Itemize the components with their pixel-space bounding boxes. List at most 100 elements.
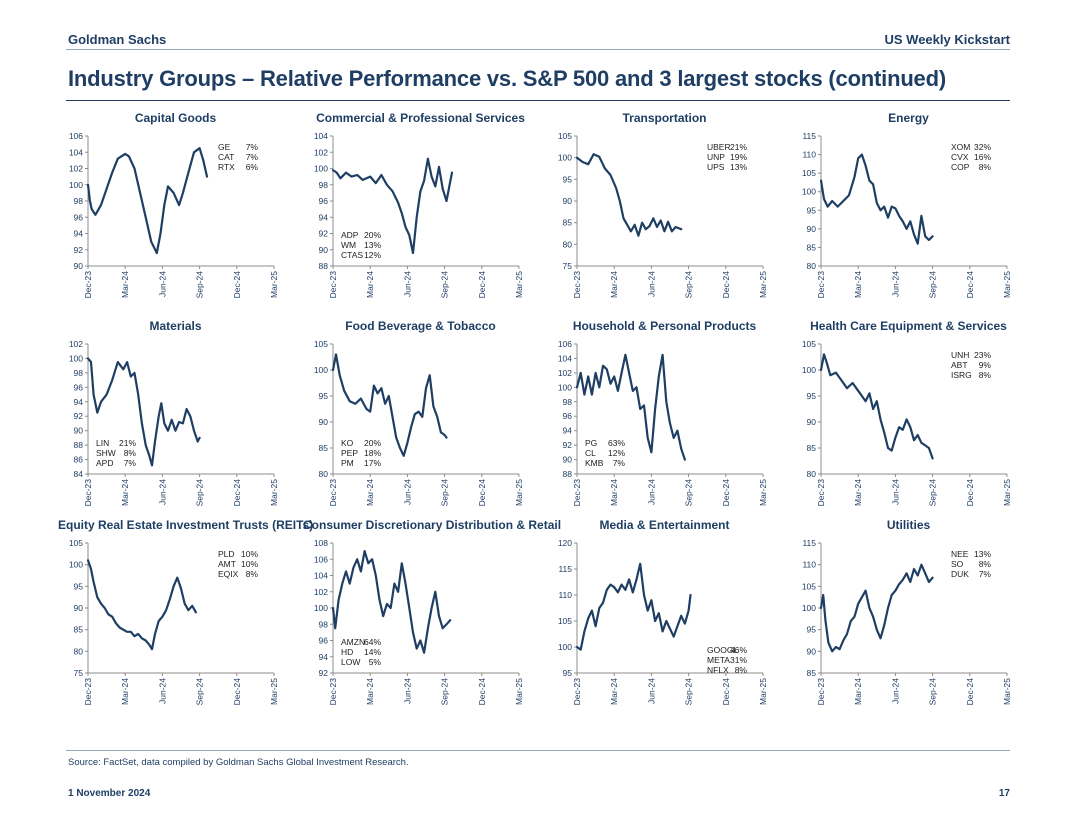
- y-tick-label: 85: [74, 625, 84, 635]
- x-tick-label: Mar-24: [120, 678, 130, 705]
- title-divider: [66, 100, 1010, 101]
- x-tick-label: Mar-25: [269, 678, 279, 705]
- footer-divider: [66, 750, 1010, 751]
- chart-panel: Utilities 85 90 95 100 105 110 115 Dec-23 Mar-24 J…: [791, 518, 1026, 713]
- y-tick-label: 100: [558, 642, 572, 652]
- y-tick-label: 94: [319, 652, 329, 662]
- y-tick-label: 92: [563, 440, 573, 450]
- x-tick-label: Mar-24: [365, 271, 375, 298]
- y-tick-label: 88: [563, 469, 573, 479]
- chart-svg: 80 85 90 95 100 105 Dec-23 Mar-24 Jun-24 Sep-24 De…: [802, 339, 1012, 506]
- chart-svg: 88 90 92 94 96 98 100 102 104 Dec-23 Mar-24 Jun-24 S…: [314, 131, 524, 299]
- x-tick-label: Jun-24: [890, 678, 900, 704]
- x-tick-label: Dec-24: [477, 271, 487, 299]
- y-tick-label: 80: [807, 469, 817, 479]
- y-tick-label: 92: [74, 411, 84, 421]
- legend-weight: 7%: [246, 152, 259, 162]
- legend-ticker: AMT: [218, 559, 236, 569]
- y-tick-label: 85: [807, 242, 817, 252]
- x-tick-label: Dec-23: [572, 271, 582, 299]
- y-tick-label: 100: [558, 153, 572, 163]
- legend-weight: 32%: [974, 142, 991, 152]
- x-tick-label: Mar-25: [1002, 678, 1012, 705]
- y-tick-label: 105: [69, 538, 83, 548]
- y-tick-label: 98: [319, 180, 329, 190]
- y-tick-label: 100: [69, 180, 83, 190]
- y-tick-label: 105: [314, 339, 328, 349]
- y-tick-label: 86: [74, 455, 84, 465]
- legend-weight: 13%: [974, 549, 991, 559]
- legend-ticker: PM: [341, 458, 354, 468]
- series-line: [86, 147, 209, 255]
- y-tick-label: 90: [319, 417, 329, 427]
- chart-panel: Health Care Equipment & Services 80 85 90 95…: [791, 319, 1026, 514]
- chart-title: Food Beverage & Tobacco: [345, 319, 496, 333]
- report-name: US Weekly Kickstart: [884, 32, 1011, 47]
- x-tick-label: Mar-24: [365, 479, 375, 506]
- y-tick-label: 95: [319, 391, 329, 401]
- x-tick-label: Mar-24: [853, 479, 863, 506]
- x-tick-label: Mar-25: [269, 479, 279, 506]
- x-tick-label: Mar-24: [120, 271, 130, 298]
- x-tick-label: Dec-23: [572, 479, 582, 507]
- x-tick-label: Jun-24: [402, 678, 412, 704]
- legend-weight: 46%: [730, 645, 747, 655]
- chart-title: Utilities: [886, 518, 931, 532]
- y-tick-label: 105: [802, 581, 816, 591]
- x-tick-label: Mar-24: [120, 479, 130, 506]
- chart-panel: Capital Goods 90 92 94 96 98 100 102 104 106 Dec-2…: [58, 111, 293, 306]
- chart-panel: Equity Real Estate Investment Trusts (RE…: [58, 518, 313, 713]
- y-tick-label: 100: [558, 382, 572, 392]
- chart-svg: 88 90 92 94 96 98 100 102 104 106 Dec-23 Mar-24 Jun-…: [558, 339, 768, 507]
- y-tick-label: 75: [563, 261, 573, 271]
- x-tick-label: Mar-25: [758, 271, 768, 298]
- y-tick-label: 110: [558, 590, 572, 600]
- legend-weight: 21%: [119, 438, 136, 448]
- y-tick-label: 102: [314, 587, 328, 597]
- x-tick-label: Dec-24: [721, 678, 731, 706]
- legend-ticker: UBER: [707, 142, 731, 152]
- y-tick-label: 102: [558, 368, 572, 378]
- chart-title: Media & Entertainment: [599, 518, 730, 532]
- y-tick-label: 85: [563, 218, 573, 228]
- y-tick-label: 95: [807, 391, 817, 401]
- series-line: [331, 550, 452, 654]
- series-line: [86, 559, 197, 651]
- y-tick-label: 92: [319, 229, 329, 239]
- y-tick-label: 120: [558, 538, 572, 548]
- legend-weight: 8%: [979, 370, 992, 380]
- legend-weight: 31%: [730, 655, 747, 665]
- chart-panel: Media & Entertainment 95 100 105 110 115 120 De…: [547, 518, 782, 713]
- legend-ticker: COP: [951, 162, 970, 172]
- x-tick-label: Sep-24: [195, 678, 205, 706]
- chart-title: Household & Personal Products: [572, 319, 757, 333]
- legend-ticker: LIN: [96, 438, 109, 448]
- y-tick-label: 115: [558, 564, 572, 574]
- series-line: [819, 563, 934, 653]
- y-tick-label: 96: [563, 411, 573, 421]
- x-tick-label: Mar-24: [609, 271, 619, 298]
- y-tick-label: 96: [319, 196, 329, 206]
- y-tick-label: 100: [314, 365, 328, 375]
- chart-panel: Commercial & Professional Services 88 90 92…: [303, 111, 538, 306]
- legend-ticker: ADP: [341, 230, 359, 240]
- y-tick-label: 100: [802, 187, 816, 197]
- chart-svg: 75 80 85 90 95 100 105 Dec-23 Mar-24 Jun-24 Sep-24…: [69, 538, 279, 706]
- chart-title: Capital Goods: [134, 111, 217, 125]
- y-tick-label: 104: [558, 353, 572, 363]
- series-line: [575, 353, 686, 461]
- report-date: 1 November 2024: [68, 788, 151, 799]
- legend-ticker: HD: [341, 647, 353, 657]
- legend-ticker: ABT: [951, 360, 968, 370]
- y-tick-label: 98: [74, 196, 84, 206]
- x-tick-label: Dec-24: [965, 678, 975, 706]
- x-tick-label: Sep-24: [195, 271, 205, 299]
- chart-title: Energy: [888, 111, 929, 125]
- y-tick-label: 115: [802, 131, 816, 141]
- x-tick-label: Mar-24: [365, 678, 375, 705]
- legend-ticker: ISRG: [951, 370, 972, 380]
- y-tick-label: 104: [69, 147, 83, 157]
- y-tick-label: 106: [558, 339, 572, 349]
- legend-ticker: SHW: [96, 448, 116, 458]
- x-tick-label: Dec-24: [721, 271, 731, 299]
